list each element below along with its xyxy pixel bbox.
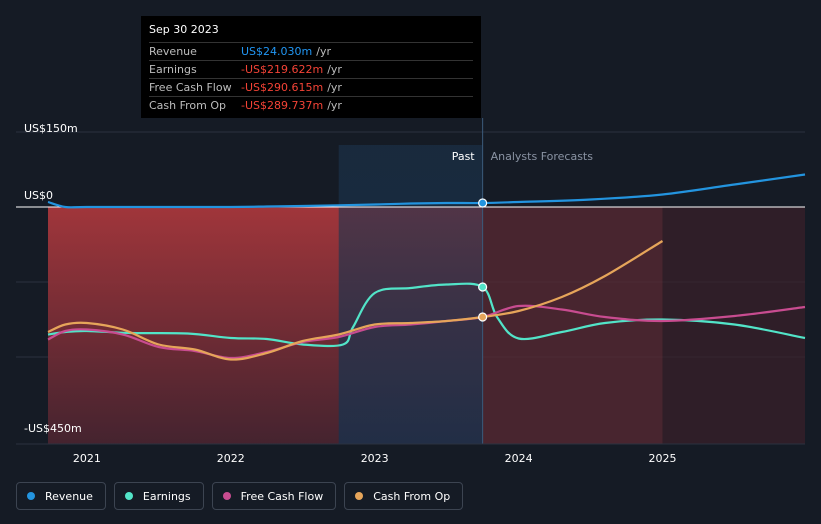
legend-item-revenue[interactable]: Revenue [16,482,106,510]
legend-label: Cash From Op [373,489,451,503]
series-line-revenue [47,173,806,209]
x-axis-tick-label: 2024 [505,452,533,465]
past-label: Past [452,150,476,163]
tooltip-row-revenue: Revenue US$24.030m /yr [149,42,473,60]
legend-item-earnings[interactable]: Earnings [113,482,204,510]
tooltip-label: Free Cash Flow [149,81,232,94]
y-axis-label: US$0 [24,189,53,202]
tooltip-unit: /yr [327,99,342,112]
tooltip-unit: /yr [316,45,331,58]
tooltip-value: US$24.030m [241,45,313,58]
x-axis-tick-label: 2021 [73,452,101,465]
legend-item-cash-from-op[interactable]: Cash From Op [344,482,464,510]
legend-label: Earnings [142,489,191,503]
tooltip-label: Cash From Op [149,99,227,112]
tooltip-unit: /yr [327,81,342,94]
tooltip-value: -US$289.737m [241,99,324,112]
legend-label: Revenue [45,489,93,503]
x-axis-tick-label: 2022 [217,452,245,465]
tooltip: Sep 30 2023 Revenue US$24.030m /yr Earni… [141,16,481,118]
x-axis-tick-label: 2025 [649,452,677,465]
series-line-cash-from-op [47,240,664,361]
legend-dot-icon [355,492,364,500]
tooltip-value: -US$290.615m [241,81,324,94]
loss-area-forecast [482,207,663,444]
legend-item-free-cash-flow[interactable]: Free Cash Flow [211,482,337,510]
highlight-band [338,145,483,444]
y-axis-label: -US$450m [24,422,82,435]
series-line-free-cash-flow [47,304,806,360]
marker-cash-from-op [478,312,488,322]
marker-revenue [478,198,488,208]
tooltip-row-free-cash-flow: Free Cash Flow -US$290.615m /yr [149,78,473,96]
x-axis-tick-label: 2023 [361,452,389,465]
tooltip-value: -US$219.622m [241,63,324,76]
marker-earnings [478,282,488,292]
tooltip-row-cash-from-op: Cash From Op -US$289.737m /yr [149,96,473,114]
series-line-earnings [47,282,806,348]
chart-area: US$150m US$0 -US$450m 2021 2022 2023 2024 2025 P… [16,118,806,465]
legend: Revenue Earnings Free Cash Flow Cash Fro… [16,482,464,510]
tooltip-row-earnings: Earnings -US$219.622m /yr [149,60,473,78]
tooltip-unit: /yr [327,63,342,76]
forecast-label: Analysts Forecasts [491,150,594,163]
legend-dot-icon [124,492,133,500]
y-axis-label: US$150m [24,122,78,135]
tooltip-label: Earnings [149,63,197,76]
tooltip-label: Revenue [149,45,197,58]
legend-dot-icon [222,492,231,500]
legend-label: Free Cash Flow [240,489,324,503]
legend-dot-icon [27,492,35,500]
tooltip-date: Sep 30 2023 [149,23,219,36]
